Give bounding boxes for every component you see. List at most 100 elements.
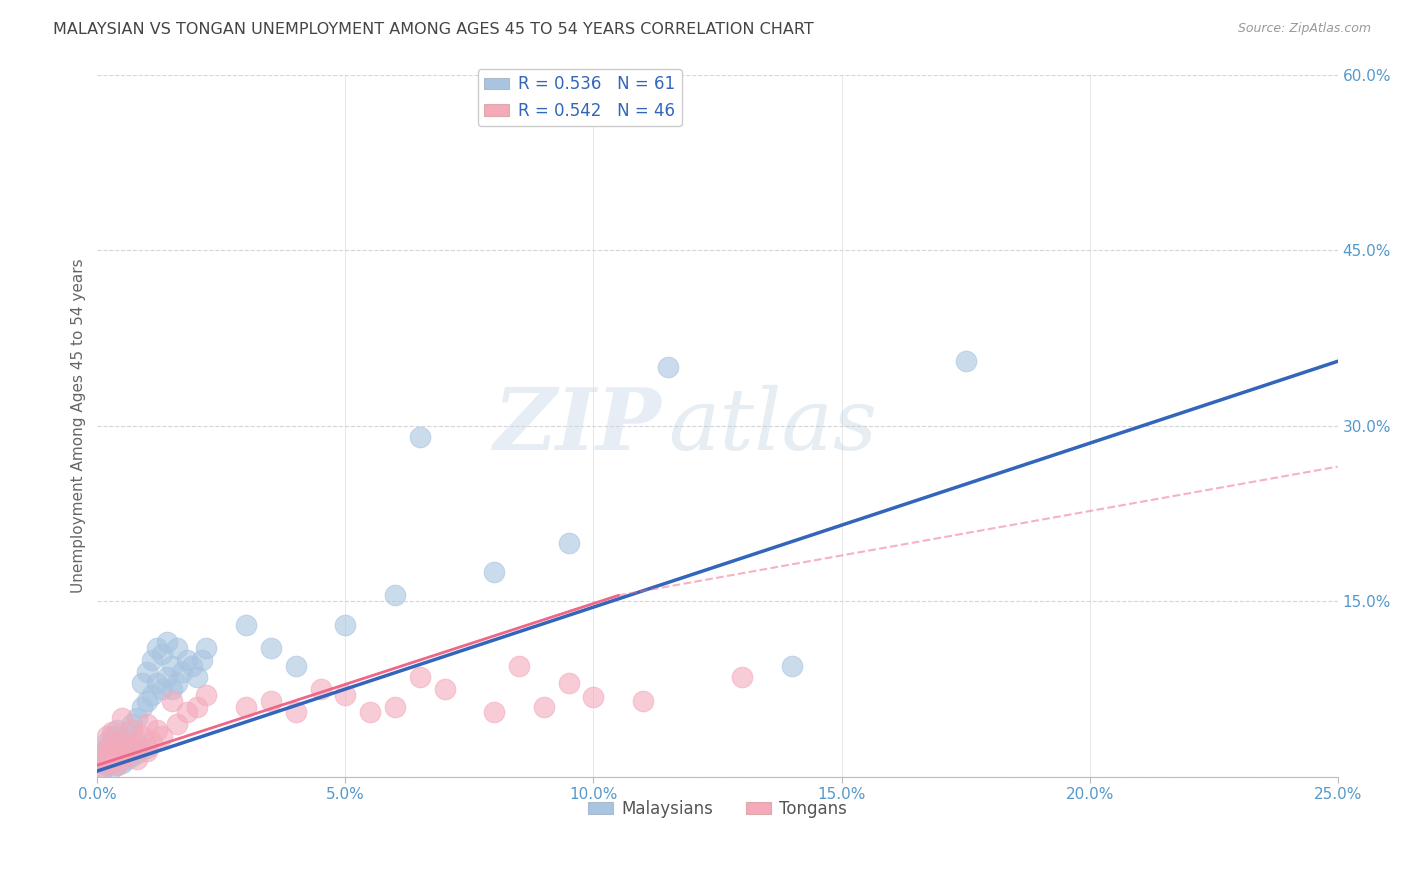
Text: Source: ZipAtlas.com: Source: ZipAtlas.com [1237, 22, 1371, 36]
Point [105, 758, 128, 772]
Point [141, 735, 163, 749]
Point [190, 653, 212, 667]
Point [105, 758, 128, 772]
Point [101, 760, 124, 774]
Point [150, 682, 173, 697]
Point [96, 748, 118, 763]
Point [731, 670, 754, 684]
Point [125, 752, 148, 766]
Point [180, 658, 202, 673]
Point [359, 706, 381, 720]
Point [121, 737, 143, 751]
Text: MALAYSIAN VS TONGAN UNEMPLOYMENT AMONG AGES 45 TO 54 YEARS CORRELATION CHART: MALAYSIAN VS TONGAN UNEMPLOYMENT AMONG A… [53, 22, 814, 37]
Point [141, 688, 163, 702]
Point [156, 635, 179, 649]
Point [284, 706, 307, 720]
Point [146, 676, 169, 690]
Point [156, 670, 179, 684]
Point [111, 735, 134, 749]
Point [335, 617, 357, 632]
Text: atlas: atlas [668, 384, 877, 467]
Point [121, 717, 143, 731]
Point [96, 740, 118, 755]
Point [121, 723, 143, 737]
Text: ZIP: ZIP [494, 384, 662, 467]
Point [235, 617, 257, 632]
Point [582, 690, 605, 705]
Point [260, 641, 283, 656]
Point [150, 729, 173, 743]
Point [235, 699, 257, 714]
Point [115, 747, 138, 761]
Point [131, 729, 153, 743]
Point [195, 688, 218, 702]
Point [115, 752, 138, 766]
Point [166, 717, 188, 731]
Point [105, 723, 128, 737]
Point [136, 744, 159, 758]
Point [125, 735, 148, 749]
Point [160, 694, 183, 708]
Point [146, 723, 169, 737]
Point [533, 699, 555, 714]
Point [166, 641, 188, 656]
Point [96, 729, 118, 743]
Point [186, 670, 208, 684]
Point [484, 706, 506, 720]
Point [91, 756, 114, 770]
Point [101, 756, 124, 770]
Point [125, 747, 148, 761]
Point [186, 699, 208, 714]
Point [121, 748, 143, 763]
Point [115, 725, 138, 739]
Point [309, 682, 332, 697]
Point [166, 676, 188, 690]
Point [260, 694, 283, 708]
Point [91, 760, 114, 774]
Point [508, 658, 530, 673]
Point [96, 758, 118, 772]
Point [101, 744, 124, 758]
Point [111, 711, 134, 725]
Point [111, 747, 134, 761]
Point [335, 688, 357, 702]
Point [131, 676, 153, 690]
Point [409, 670, 432, 684]
Point [125, 711, 148, 725]
Point [195, 641, 218, 656]
Point [433, 682, 456, 697]
Point [136, 740, 159, 755]
Point [160, 682, 183, 697]
Point [121, 740, 143, 755]
Point [557, 535, 579, 549]
Point [125, 737, 148, 751]
Point [384, 699, 406, 714]
Point [101, 729, 124, 743]
Point [111, 752, 134, 766]
Point [136, 694, 159, 708]
Point [176, 653, 198, 667]
Legend: Malaysians, Tongans: Malaysians, Tongans [581, 793, 853, 825]
Point [96, 735, 118, 749]
Point [657, 360, 679, 375]
Point [91, 748, 114, 763]
Point [101, 744, 124, 758]
Point [111, 756, 134, 770]
Point [91, 764, 114, 778]
Point [96, 752, 118, 766]
Point [780, 658, 803, 673]
Point [115, 735, 138, 749]
Point [136, 717, 159, 731]
Point [484, 565, 506, 579]
Point [557, 676, 579, 690]
Point [160, 658, 183, 673]
Point [955, 354, 977, 368]
Point [96, 740, 118, 755]
Point [105, 737, 128, 751]
Point [409, 430, 432, 444]
Point [91, 747, 114, 761]
Y-axis label: Unemployment Among Ages 45 to 54 years: Unemployment Among Ages 45 to 54 years [72, 259, 86, 593]
Point [176, 706, 198, 720]
Point [136, 665, 159, 679]
Point [146, 641, 169, 656]
